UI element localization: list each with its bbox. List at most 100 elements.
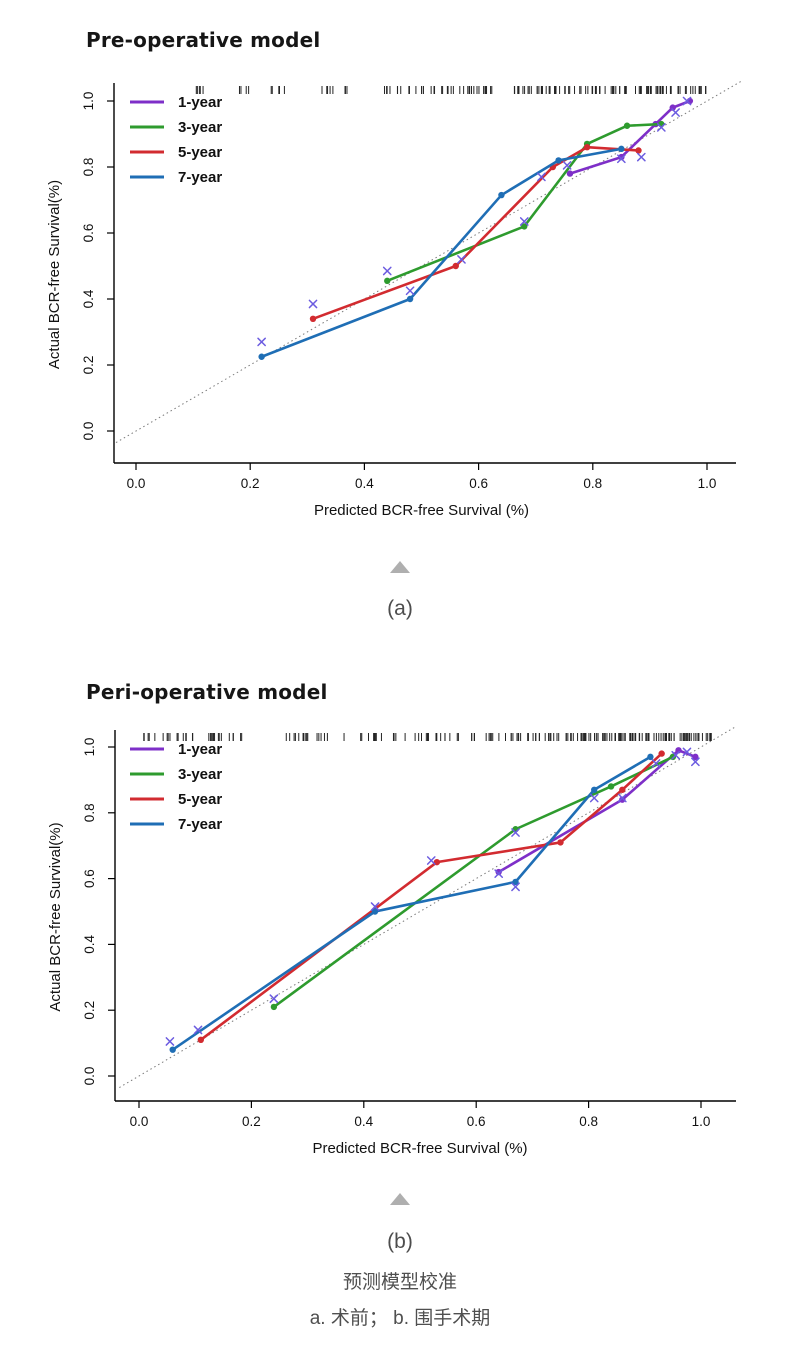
x-tick-label: 0.2 <box>241 476 260 491</box>
x-axis-title: Predicted BCR-free Survival (%) <box>312 1140 527 1157</box>
series-line-3-year <box>272 755 675 1009</box>
x-tick-label: 1.0 <box>698 476 717 491</box>
series-point-7-year <box>498 191 505 199</box>
series-3-year <box>270 753 677 1011</box>
series-point-5-year <box>197 1036 205 1044</box>
series-point-5-year <box>557 839 564 846</box>
series-point-7-year <box>647 753 654 761</box>
series-line-7-year <box>260 147 623 359</box>
calibration-plot-pre-operative: 0.0 0.2 0.4 0.6 0.8 1.0 0.0 0.2 0.4 0.6 0.8 1.0 Pred… <box>46 80 742 519</box>
y-tick-label: 1.0 <box>81 92 96 111</box>
x-tick-label: 0.0 <box>127 476 146 491</box>
legend-label-5-year: 5-year <box>178 791 222 808</box>
series-point-3-year <box>607 783 615 790</box>
series-point-1-year <box>692 753 699 761</box>
rug-marks <box>195 86 707 94</box>
legend: 1-year 3-year 5-year 7-year <box>130 94 222 186</box>
y-axis-title: Actual BCR-free Survival(%) <box>46 180 63 369</box>
x-tick-label: 0.4 <box>354 1114 373 1129</box>
panel-label-b: (b) <box>387 1230 413 1253</box>
marker-triangle-icon <box>390 561 410 573</box>
y-tick-label: 0.2 <box>82 1001 97 1020</box>
series-line-1-year <box>497 748 697 874</box>
series-point-5-year <box>619 786 626 793</box>
axis-ticks <box>107 100 708 470</box>
series-point-1-year <box>566 170 574 177</box>
ideal-diagonal-line <box>119 726 735 1088</box>
series-point-7-year <box>258 353 265 360</box>
series-point-7-year <box>169 1046 176 1053</box>
series-point-1-year <box>669 104 676 111</box>
panel-label-a: (a) <box>387 597 413 620</box>
series-point-1-year <box>675 747 682 754</box>
axes <box>113 83 736 464</box>
x-axis-title: Predicted BCR-free Survival (%) <box>314 502 529 519</box>
legend-label-7-year: 7-year <box>178 169 222 186</box>
series-point-7-year <box>512 878 519 886</box>
legend-label-3-year: 3-year <box>178 119 222 136</box>
series-point-7-year <box>406 295 414 303</box>
x-tick-label: 1.0 <box>692 1114 711 1129</box>
series-point-1-year <box>495 868 502 876</box>
y-tick-label: 0.0 <box>82 1067 97 1086</box>
legend-label-7-year: 7-year <box>178 816 222 833</box>
chart-title-pre-operative: Pre-operative model <box>86 28 321 52</box>
y-tick-label: 0.4 <box>81 289 96 308</box>
figure-caption-subtitle: a. 术前； b. 围手术期 <box>309 1308 491 1329</box>
series-7-year <box>169 753 654 1053</box>
series-point-7-year <box>371 908 379 915</box>
series-point-3-year <box>669 753 677 761</box>
y-tick-label: 1.0 <box>82 738 97 757</box>
y-tick-label: 0.4 <box>82 935 97 954</box>
series-point-1-year <box>619 796 626 803</box>
series-point-5-year <box>583 144 591 151</box>
legend-label-3-year: 3-year <box>178 766 222 783</box>
series-1-year <box>495 747 699 876</box>
apparent-x-markers <box>165 747 700 1046</box>
series-1-year <box>566 97 694 177</box>
series-point-7-year <box>618 145 625 153</box>
x-tick-label: 0.8 <box>583 476 602 491</box>
x-tick-label: 0.8 <box>579 1114 598 1129</box>
rug-marks <box>143 733 712 741</box>
series-point-5-year <box>309 315 317 322</box>
series-point-5-year <box>635 147 642 154</box>
series-5-year <box>309 144 642 322</box>
ideal-diagonal-line <box>115 80 742 443</box>
figure-caption-title: 预测模型校准 <box>342 1272 457 1293</box>
series-point-3-year <box>270 1003 278 1011</box>
y-tick-label: 0.8 <box>82 803 97 822</box>
tick-labels: 0.0 0.2 0.4 0.6 0.8 1.0 0.0 0.2 0.4 0.6 0.8 1.0 <box>82 738 710 1129</box>
series-7-year <box>258 145 625 360</box>
x-tick-label: 0.6 <box>467 1114 486 1129</box>
axis-ticks <box>108 746 702 1108</box>
apparent-x-markers <box>257 96 692 347</box>
x-tick-label: 0.0 <box>130 1114 149 1129</box>
series-point-3-year <box>521 223 528 230</box>
marker-triangle-icon <box>390 1193 410 1205</box>
series-point-5-year <box>452 262 459 270</box>
legend-label-1-year: 1-year <box>178 94 222 111</box>
chart-title-peri-operative: Peri-operative model <box>86 680 328 704</box>
y-tick-label: 0.8 <box>81 158 96 177</box>
x-tick-label: 0.2 <box>242 1114 261 1129</box>
legend-label-1-year: 1-year <box>178 741 222 758</box>
y-tick-label: 0.6 <box>81 224 96 243</box>
legend-label-5-year: 5-year <box>178 144 222 161</box>
y-axis-title: Actual BCR-free Survival(%) <box>47 822 64 1011</box>
axes <box>114 730 736 1102</box>
y-tick-label: 0.0 <box>81 422 96 441</box>
tick-labels: 0.0 0.2 0.4 0.6 0.8 1.0 0.0 0.2 0.4 0.6 0.8 1.0 <box>81 92 716 491</box>
series-5-year <box>197 750 665 1044</box>
series-line-5-year <box>311 145 640 321</box>
series-point-7-year <box>555 157 562 164</box>
y-tick-label: 0.6 <box>82 869 97 888</box>
series-point-3-year <box>384 277 391 285</box>
series-point-5-year <box>658 750 665 757</box>
series-3-year <box>384 120 665 285</box>
x-tick-label: 0.4 <box>355 476 374 491</box>
legend: 1-year 3-year 5-year 7-year <box>130 741 222 833</box>
x-tick-label: 0.6 <box>469 476 488 491</box>
y-tick-label: 0.2 <box>81 356 96 375</box>
